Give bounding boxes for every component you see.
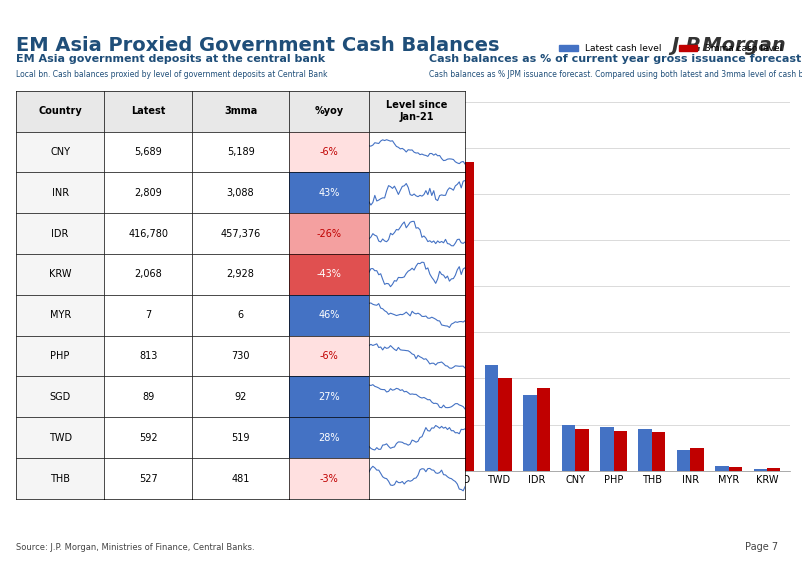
Bar xyxy=(460,162,473,471)
Bar xyxy=(447,176,460,471)
Bar xyxy=(754,469,767,471)
Text: 2,928: 2,928 xyxy=(227,269,254,280)
Text: 6: 6 xyxy=(237,310,244,320)
Bar xyxy=(499,379,512,471)
Text: Page 7: Page 7 xyxy=(745,542,778,552)
Text: 3mma: 3mma xyxy=(224,106,257,116)
Bar xyxy=(638,429,652,471)
Text: 730: 730 xyxy=(231,351,250,361)
Text: Local bn. Cash balances proxied by level of government deposits at Central Bank: Local bn. Cash balances proxied by level… xyxy=(16,70,327,79)
Text: 416,780: 416,780 xyxy=(128,229,168,239)
Text: -26%: -26% xyxy=(316,229,342,239)
Text: 43%: 43% xyxy=(318,188,339,198)
Text: 5,689: 5,689 xyxy=(135,147,162,157)
Text: -43%: -43% xyxy=(316,269,342,280)
Text: 481: 481 xyxy=(232,473,249,484)
Text: 3,088: 3,088 xyxy=(227,188,254,198)
Text: PHP: PHP xyxy=(51,351,70,361)
Bar xyxy=(691,448,703,471)
Text: -3%: -3% xyxy=(319,473,338,484)
Text: 813: 813 xyxy=(140,351,157,361)
Bar xyxy=(728,467,742,471)
Text: MYR: MYR xyxy=(50,310,71,320)
Text: 28%: 28% xyxy=(318,433,339,443)
Text: 2,809: 2,809 xyxy=(135,188,162,198)
Text: EM Asia Proxied Government Cash Balances: EM Asia Proxied Government Cash Balances xyxy=(16,36,500,55)
Bar xyxy=(485,365,499,471)
Bar xyxy=(524,395,537,471)
Text: 89: 89 xyxy=(142,392,155,402)
Bar xyxy=(715,466,728,471)
Text: -6%: -6% xyxy=(319,351,338,361)
Text: 457,376: 457,376 xyxy=(221,229,261,239)
Bar xyxy=(767,468,780,471)
Text: INR: INR xyxy=(51,188,69,198)
Text: IDR: IDR xyxy=(51,229,69,239)
Text: Level since
Jan-21: Level since Jan-21 xyxy=(387,100,448,122)
Text: 519: 519 xyxy=(231,433,250,443)
Bar xyxy=(652,432,666,471)
Bar xyxy=(600,428,614,471)
Text: 592: 592 xyxy=(139,433,158,443)
Text: 7: 7 xyxy=(145,310,152,320)
Text: Source: J.P. Morgan, Ministries of Finance, Central Banks.: Source: J.P. Morgan, Ministries of Finan… xyxy=(16,543,255,552)
Text: THB: THB xyxy=(51,473,70,484)
Text: Cash balances as % of current year gross issuance forecast: Cash balances as % of current year gross… xyxy=(429,54,801,65)
Text: TWD: TWD xyxy=(49,433,71,443)
Text: SGD: SGD xyxy=(50,392,71,402)
Text: J.P.Morgan: J.P.Morgan xyxy=(671,36,786,55)
Bar xyxy=(614,431,627,471)
Text: 2,068: 2,068 xyxy=(135,269,162,280)
Bar xyxy=(677,450,691,471)
Bar xyxy=(537,388,550,471)
Legend: Latest cash level, 3mma cash level: Latest cash level, 3mma cash level xyxy=(556,40,785,57)
Text: CNY: CNY xyxy=(51,147,70,157)
Text: Cash balances as % JPM issuance forecast. Compared using both latest and 3mma le: Cash balances as % JPM issuance forecast… xyxy=(429,70,802,79)
Text: 5,189: 5,189 xyxy=(227,147,254,157)
Text: 92: 92 xyxy=(234,392,247,402)
Text: 527: 527 xyxy=(139,473,158,484)
Text: -6%: -6% xyxy=(319,147,338,157)
Bar xyxy=(575,429,589,471)
Text: EM Asia government deposits at the central bank: EM Asia government deposits at the centr… xyxy=(16,54,325,65)
Text: Country: Country xyxy=(38,106,82,116)
Text: %yoy: %yoy xyxy=(314,106,343,116)
Text: Latest: Latest xyxy=(132,106,165,116)
Text: KRW: KRW xyxy=(49,269,71,280)
Text: 46%: 46% xyxy=(318,310,339,320)
Bar xyxy=(561,425,575,471)
Text: 27%: 27% xyxy=(318,392,339,402)
